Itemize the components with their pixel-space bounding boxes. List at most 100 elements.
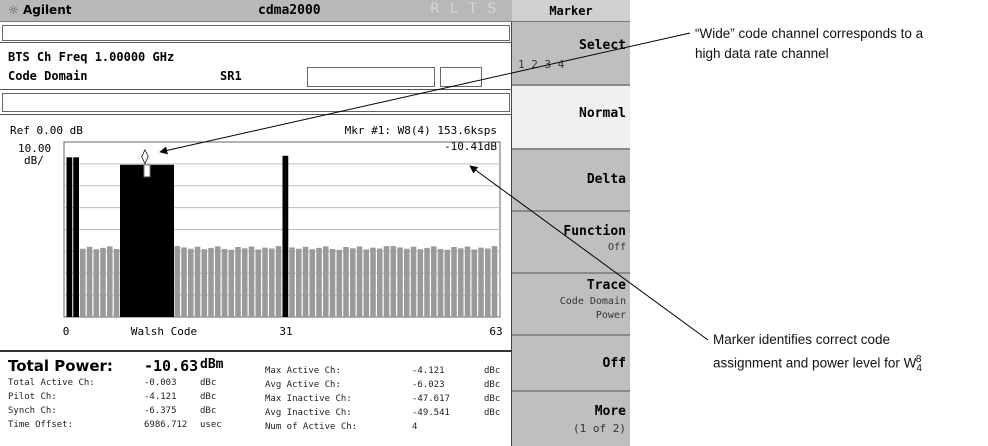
- marker-readout: Mkr #1: W8(4) 153.6ksps: [345, 124, 497, 137]
- active-channel-bar: [66, 157, 73, 317]
- inactive-channel-bar: [350, 248, 356, 317]
- stat-value-num-active: 4: [412, 422, 418, 432]
- normal-softkey[interactable]: Normal: [512, 86, 630, 150]
- inactive-channel-bar: [336, 249, 343, 317]
- softkey-label: Off: [602, 356, 626, 371]
- inactive-channel-bar: [471, 249, 478, 317]
- stat-value-synch: -6.375: [144, 406, 177, 416]
- inactive-channel-bar: [363, 249, 370, 317]
- inactive-channel-bar: [221, 248, 228, 317]
- inactive-channel-bar: [194, 246, 201, 317]
- trace-softkey[interactable]: Trace Code Domain Power: [512, 274, 630, 336]
- analyzer-screen: ☼ Agilent cdma2000 R L T S BTS Ch Freq 1…: [0, 0, 512, 446]
- x-tick-0: 0: [63, 325, 70, 338]
- annotation-line: “Wide” code channel corresponds to a: [695, 26, 924, 41]
- wide-channel-annotation: “Wide” code channel corresponds to a hig…: [695, 24, 923, 64]
- inactive-channel-bar: [215, 246, 221, 317]
- function-softkey[interactable]: Function Off: [512, 212, 630, 274]
- softkey-sublabel: Power: [595, 310, 626, 321]
- inactive-channel-bar: [343, 247, 349, 317]
- softkey-label: Trace: [586, 278, 626, 293]
- stat-unit: dBc: [200, 406, 217, 416]
- inactive-channel-bar: [431, 246, 437, 317]
- inactive-channel-bar: [296, 248, 302, 317]
- stat-value-avg-active: -6.023: [412, 380, 445, 390]
- select-marker-softkey[interactable]: Select 1 2 3 4: [512, 22, 630, 86]
- inactive-channel-bar: [417, 249, 424, 317]
- softkey-menu-title: Marker: [512, 0, 630, 22]
- inactive-channel-bar: [107, 246, 113, 317]
- total-power-value: -10.63: [144, 357, 199, 375]
- inactive-channel-bar: [228, 249, 235, 317]
- inactive-channel-bar: [444, 249, 451, 317]
- inactive-channel-bar: [201, 249, 208, 317]
- x-axis-label: Walsh Code: [131, 325, 197, 338]
- inactive-channel-bar: [323, 246, 329, 317]
- inactive-channel-bar: [80, 248, 86, 317]
- inactive-channel-bar: [248, 246, 255, 317]
- softkey-label: Delta: [586, 172, 626, 187]
- stat-unit: dBc: [484, 380, 501, 390]
- active-channel-bar: [282, 155, 289, 317]
- stat-value-avg-inactive: -49.541: [412, 408, 450, 418]
- inactive-channel-bar: [269, 248, 275, 317]
- inactive-channel-bar: [174, 246, 181, 317]
- stat-label-avg-inactive: Avg Inactive Ch:: [265, 408, 352, 418]
- x-tick-31: 31: [279, 325, 292, 338]
- stat-value-max-active: -4.121: [412, 366, 445, 376]
- inactive-channel-bar: [404, 248, 410, 317]
- more-softkey[interactable]: More (1 of 2): [512, 392, 630, 446]
- delta-softkey[interactable]: Delta: [512, 150, 630, 212]
- marker-diamond: ◊: [141, 147, 149, 165]
- stat-unit: dBc: [484, 394, 501, 404]
- inactive-channel-bar: [491, 246, 498, 317]
- softkey-label: Select: [579, 38, 626, 53]
- inactive-channel-bar: [100, 247, 106, 317]
- inactive-channel-bar: [113, 248, 120, 317]
- status-line: [2, 93, 510, 112]
- annotation-line: assignment and power level for W48: [713, 350, 927, 379]
- inactive-channel-bar: [458, 248, 464, 317]
- inactive-channel-bar: [424, 247, 430, 317]
- param-field-2: [440, 67, 482, 87]
- annotation-subscript: 4: [916, 363, 922, 375]
- ref-level-label: Ref 0.00 dB: [10, 124, 83, 137]
- inactive-channel-bar: [383, 246, 390, 317]
- marker-annotation: Marker identifies correct code assignmen…: [713, 330, 927, 379]
- inactive-channel-bar: [208, 247, 214, 317]
- spreading-rate: SR1: [220, 69, 242, 83]
- scale-label: 10.00: [18, 142, 51, 155]
- stat-unit: dBc: [200, 378, 217, 388]
- softkey-label: More: [594, 404, 626, 419]
- softkey-sublabel: Code Domain: [559, 296, 626, 307]
- stat-label-synch: Synch Ch:: [8, 406, 57, 416]
- inactive-channel-bar: [86, 246, 93, 317]
- sun-icon: ☼: [8, 3, 19, 17]
- stat-unit: usec: [200, 420, 222, 430]
- inactive-channel-bar: [289, 247, 295, 317]
- scale-unit-label: dB/: [24, 154, 44, 167]
- inactive-channel-bar: [235, 247, 241, 317]
- stat-value-pilot: -4.121: [144, 392, 177, 402]
- softkey-sublabel: (1 of 2): [573, 422, 626, 435]
- walsh-bars: [66, 155, 498, 317]
- total-power-label: Total Power:: [8, 357, 113, 375]
- stat-label-max-inactive: Max Inactive Ch:: [265, 394, 352, 404]
- channel-frequency: BTS Ch Freq 1.00000 GHz: [8, 50, 175, 64]
- inactive-channel-bar: [255, 249, 262, 317]
- softkey-label: Function: [563, 224, 626, 239]
- stat-value-total-active: -0.003: [144, 378, 177, 388]
- inactive-channel-bar: [181, 247, 187, 317]
- annotation-line: Marker identifies correct code: [713, 332, 891, 347]
- stat-label-time-offset: Time Offset:: [8, 420, 74, 430]
- inactive-channel-bar: [275, 246, 282, 317]
- marker-off-softkey[interactable]: Off: [512, 336, 630, 392]
- marker-position-notch: [143, 164, 151, 178]
- inactive-channel-bar: [485, 248, 491, 317]
- x-tick-63: 63: [489, 325, 502, 338]
- code-domain-plot: Ref 0.00 dB 10.00 dB/ Mkr #1: W8(4) 153.…: [10, 124, 503, 338]
- stat-unit: dBc: [484, 366, 501, 376]
- inactive-channel-bar: [410, 246, 417, 317]
- wide-channel-bar: [120, 164, 174, 317]
- stat-label-avg-active: Avg Active Ch:: [265, 380, 341, 390]
